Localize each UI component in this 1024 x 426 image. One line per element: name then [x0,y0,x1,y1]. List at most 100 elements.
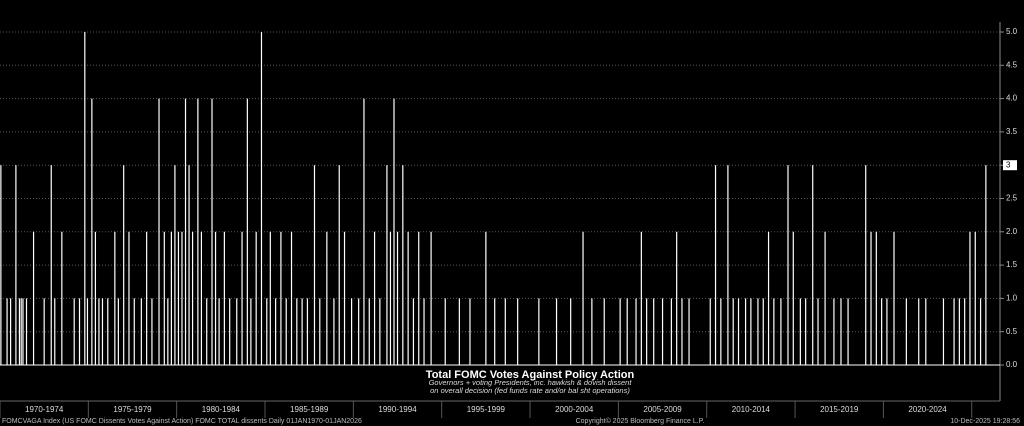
bar [368,298,370,365]
bar [985,165,987,365]
bar [6,298,8,365]
bar [343,231,346,365]
bar [128,231,130,365]
bar [296,298,298,365]
bar [50,165,52,365]
chart-title: Total FOMC Votes Against Policy Action [426,369,635,381]
y-tick-label: 4.5 [1006,60,1018,69]
bar [681,298,683,365]
y-tick-label: 3.5 [1006,127,1018,136]
bar [727,165,729,365]
last-value-box [1003,160,1017,171]
bar [218,298,220,365]
bar [767,231,770,365]
bar [670,298,672,365]
x-tick-label: 1985-1989 [290,405,329,414]
bar [494,298,496,365]
bar [379,298,381,365]
bar [101,298,104,365]
bar [402,165,404,365]
bar [653,298,655,365]
x-tick-label: 2000-2004 [555,405,594,414]
bar [146,231,148,365]
x-tick-label: 1975-1979 [113,405,152,414]
x-tick-label: 1980-1984 [202,405,241,414]
y-tick-label: 0.5 [1006,327,1018,336]
x-tick-label: 2015-2019 [820,405,859,414]
bar [54,298,56,365]
bar [20,298,22,365]
x-tick-label: 2010-2014 [732,405,771,414]
bar [757,298,759,365]
bar [114,231,116,365]
bar [350,298,353,365]
y-tick-label: 5.0 [1006,27,1018,36]
bar [812,165,814,365]
bar [974,231,976,365]
bar [151,298,153,365]
bar [363,98,365,365]
last-value-label: 3 [1006,160,1011,169]
bar [412,298,415,365]
title-box [422,368,638,398]
bar [260,32,263,365]
bar [555,298,558,365]
bar [792,231,794,365]
bar [979,298,982,365]
bar [206,298,208,365]
bar [123,165,125,365]
bar [191,231,194,365]
bar [964,298,966,365]
bar [211,98,213,365]
bar [805,298,807,365]
bar [84,32,86,365]
bar [714,165,717,365]
bar [269,231,271,365]
footer-left: FOMCVAGA Index (US FOMC Dissents Votes A… [2,418,362,425]
bar [236,298,238,365]
bar [762,298,764,365]
y-tick-label: 2.5 [1006,194,1018,203]
bar [953,298,955,365]
plot: 0.00.51.01.52.02.53.03.54.04.55.01970-19… [0,22,1018,418]
bar [306,298,309,365]
bar [229,298,231,365]
bar [570,298,572,365]
bar [646,298,648,365]
bar [918,298,920,365]
bar [688,298,690,365]
bar [640,231,642,365]
bar [485,231,487,365]
bar [591,298,593,365]
bar [285,298,287,365]
bar [200,231,203,365]
bar [881,298,883,365]
bar [393,98,395,365]
bar [15,165,17,365]
footer-center: Copyright© 2025 Bloomberg Finance L.P. [576,417,705,425]
bar [184,98,187,365]
bar [430,231,432,365]
bar [538,298,540,365]
bar [603,298,605,365]
bar [799,298,801,365]
bar [0,165,2,365]
bar [732,298,734,365]
bar [824,231,826,365]
bar [423,298,425,365]
y-tick-label: 1.0 [1006,294,1018,303]
bar [94,231,97,365]
bar [333,298,335,365]
bar [469,298,471,365]
bar [619,298,621,365]
x-tick-label: 2020-2024 [908,405,947,414]
bar [326,231,328,365]
bar [418,231,420,365]
bar [338,165,340,365]
y-tick-label: 4.0 [1006,94,1018,103]
bar [188,165,190,365]
bar [313,165,316,365]
bar [98,298,100,365]
y-tick-label: 1.5 [1006,260,1018,269]
bar [893,231,895,365]
